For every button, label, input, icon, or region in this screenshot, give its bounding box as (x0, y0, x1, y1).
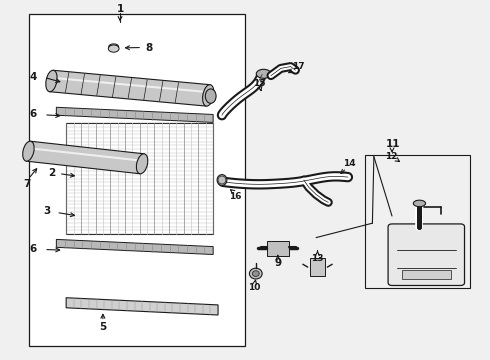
Text: 6: 6 (30, 109, 37, 120)
Text: 10: 10 (247, 284, 260, 292)
Bar (402, 270, 451, 279)
Text: 1: 1 (117, 4, 123, 14)
Text: 12: 12 (385, 152, 397, 161)
Ellipse shape (136, 154, 148, 174)
Ellipse shape (414, 200, 426, 207)
Bar (29, 14, 245, 346)
Text: 9: 9 (274, 258, 281, 268)
Ellipse shape (202, 85, 214, 106)
Ellipse shape (23, 141, 34, 161)
Text: 15: 15 (253, 79, 266, 88)
Bar (66, 123, 213, 234)
Text: 4: 4 (29, 72, 37, 82)
Text: 3: 3 (43, 206, 50, 216)
Ellipse shape (108, 45, 119, 52)
Text: 13: 13 (311, 254, 324, 263)
Bar (365, 155, 470, 288)
Text: 2: 2 (48, 168, 55, 178)
Ellipse shape (46, 70, 57, 92)
Bar (267, 241, 289, 256)
Text: 16: 16 (229, 192, 242, 201)
Text: 8: 8 (146, 42, 153, 53)
Polygon shape (26, 141, 144, 174)
Polygon shape (49, 70, 210, 106)
Ellipse shape (256, 69, 271, 78)
Ellipse shape (205, 89, 216, 103)
Polygon shape (56, 239, 213, 255)
Ellipse shape (249, 268, 262, 279)
Ellipse shape (252, 271, 259, 276)
Text: 7: 7 (23, 179, 31, 189)
FancyBboxPatch shape (388, 224, 465, 285)
Polygon shape (66, 298, 218, 315)
Text: 6: 6 (30, 244, 37, 254)
Ellipse shape (217, 175, 227, 185)
Text: 17: 17 (292, 62, 304, 71)
Polygon shape (56, 107, 213, 122)
Bar (310, 258, 325, 276)
Text: 14: 14 (343, 159, 356, 168)
Text: 5: 5 (99, 321, 106, 332)
Text: 11: 11 (386, 139, 400, 149)
